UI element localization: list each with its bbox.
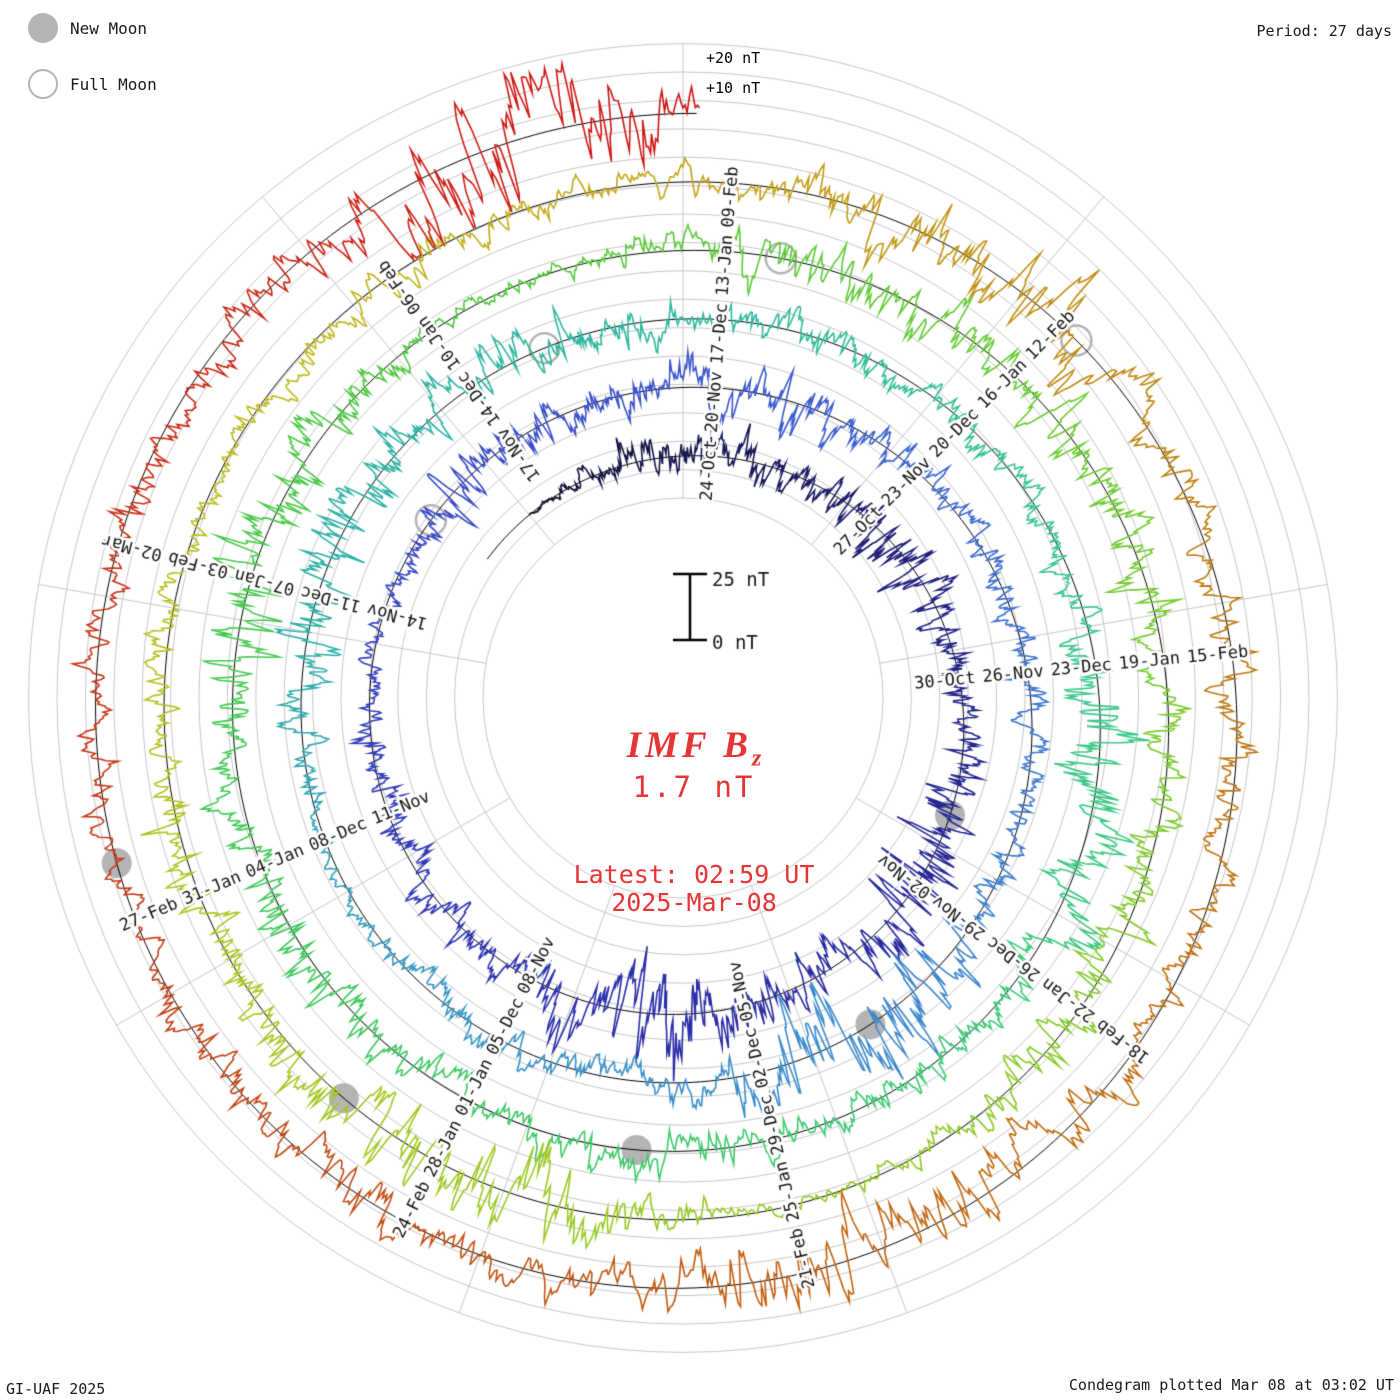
period-label: Period: 27 days <box>1256 22 1392 40</box>
new-moon-icon <box>28 13 58 43</box>
plus10-nt-label: +10 nT <box>706 79 761 97</box>
plotted-timestamp: Condegram plotted Mar 08 at 03:02 UT <box>1068 1376 1394 1394</box>
page-title: IMF Bz <box>626 725 762 772</box>
latest-time: Latest: 02:59 UT <box>573 860 815 889</box>
latest-date: 2025-Mar-08 <box>611 888 777 917</box>
credit-label: GI-UAF 2025 <box>6 1380 106 1398</box>
current-value: 1.7 nT <box>632 770 756 804</box>
full-moon-icon <box>28 69 58 99</box>
plus20-nt-label: +20 nT <box>706 49 761 67</box>
full-moon-label: Full Moon <box>70 75 157 94</box>
new-moon-label: New Moon <box>70 19 148 38</box>
title-subscript: z <box>751 745 762 772</box>
